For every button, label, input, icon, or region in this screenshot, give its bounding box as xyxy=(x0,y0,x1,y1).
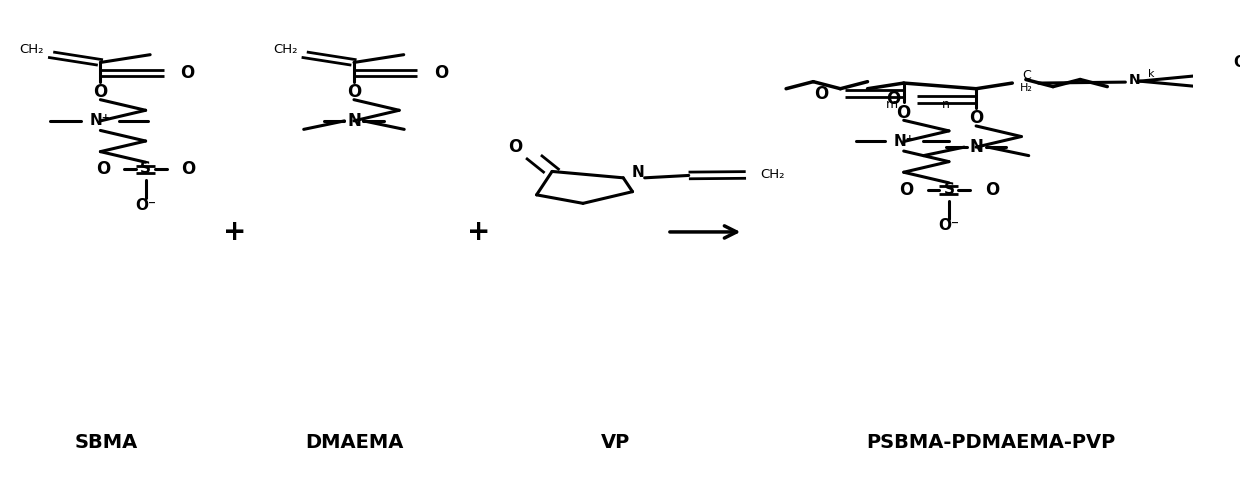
Text: O: O xyxy=(180,64,195,82)
Text: PSBMA-PDMAEMA-PVP: PSBMA-PDMAEMA-PVP xyxy=(867,433,1116,452)
Text: DMAEMA: DMAEMA xyxy=(305,433,403,452)
Text: O: O xyxy=(899,181,913,199)
Text: SBMA: SBMA xyxy=(74,433,138,452)
Text: O: O xyxy=(93,83,108,101)
Text: O⁻: O⁻ xyxy=(135,198,156,213)
Text: O: O xyxy=(887,90,900,108)
Text: O: O xyxy=(985,181,999,199)
Text: C: C xyxy=(1022,70,1030,83)
Text: VP: VP xyxy=(601,433,630,452)
Text: O: O xyxy=(181,160,196,178)
Text: N⁺: N⁺ xyxy=(893,134,914,149)
Text: O: O xyxy=(1233,55,1240,70)
Text: O: O xyxy=(347,83,361,101)
Text: O: O xyxy=(434,64,448,82)
Text: O: O xyxy=(897,104,911,122)
Text: S: S xyxy=(140,161,151,176)
Text: O: O xyxy=(813,85,828,103)
Text: H₂: H₂ xyxy=(1021,83,1033,93)
Text: m: m xyxy=(885,99,898,112)
Text: n: n xyxy=(942,98,950,111)
Text: N⁺: N⁺ xyxy=(91,114,110,128)
Text: N: N xyxy=(1130,73,1141,87)
Text: CH₂: CH₂ xyxy=(273,43,298,57)
Text: CH₂: CH₂ xyxy=(20,43,43,57)
Text: O: O xyxy=(968,109,983,128)
Text: N: N xyxy=(970,138,983,156)
Text: O: O xyxy=(508,138,523,156)
Text: k: k xyxy=(1148,69,1154,79)
Text: +: + xyxy=(223,218,247,246)
Text: N: N xyxy=(631,165,644,180)
Text: CH₂: CH₂ xyxy=(760,169,785,182)
Text: O: O xyxy=(95,160,110,178)
Text: S: S xyxy=(944,182,955,197)
Text: N: N xyxy=(347,112,361,130)
Text: +: + xyxy=(467,218,491,246)
Text: O⁻: O⁻ xyxy=(939,218,960,233)
